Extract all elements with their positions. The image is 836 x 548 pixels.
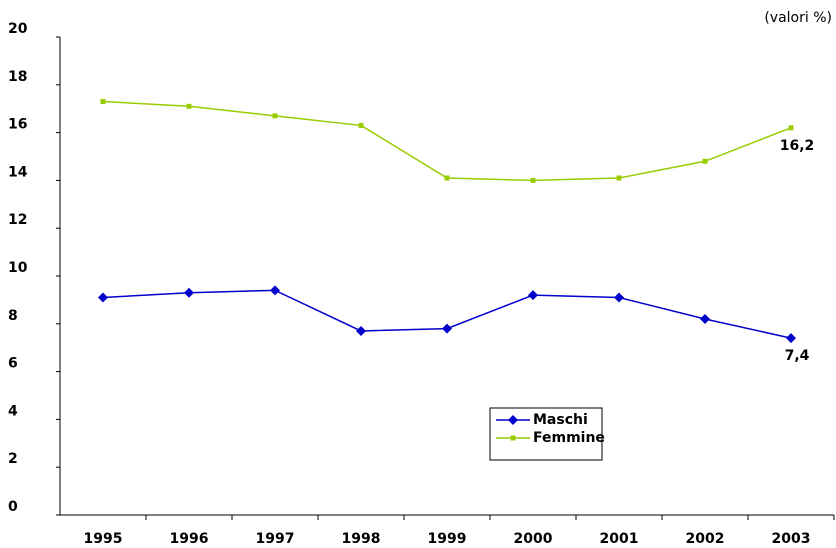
x-tick-label: 2001 xyxy=(600,531,639,547)
y-tick-label: 16 xyxy=(8,117,27,133)
x-tick-label: 2002 xyxy=(686,531,725,547)
x-tick-label: 1995 xyxy=(84,531,123,547)
y-tick-label: 14 xyxy=(8,164,28,180)
point xyxy=(442,323,452,334)
point xyxy=(98,292,108,303)
point xyxy=(358,122,364,128)
point xyxy=(270,285,280,296)
point xyxy=(614,292,624,303)
point xyxy=(700,314,710,325)
y-tick-label: 0 xyxy=(8,499,18,515)
value-label: 7,4 xyxy=(785,348,810,364)
point xyxy=(530,177,536,183)
point xyxy=(510,435,516,441)
point xyxy=(528,290,538,301)
x-tick-label: 2003 xyxy=(772,531,811,547)
y-tick-label: 8 xyxy=(8,308,18,324)
point xyxy=(186,103,192,109)
unit-label: (valori %) xyxy=(764,10,832,26)
y-tick-label: 10 xyxy=(8,260,28,276)
y-tick-label: 4 xyxy=(8,403,18,419)
point xyxy=(786,333,796,344)
y-tick-label: 6 xyxy=(8,356,18,372)
y-tick-label: 20 xyxy=(8,21,28,37)
point xyxy=(788,125,794,131)
x-tick-label: 1999 xyxy=(428,531,467,547)
point xyxy=(508,415,518,425)
point xyxy=(184,287,194,298)
point xyxy=(702,158,708,164)
point xyxy=(356,325,366,336)
series-line xyxy=(102,100,792,182)
legend-label: Femmine xyxy=(533,430,605,446)
x-tick-label: 1996 xyxy=(170,531,209,547)
x-tick-label: 1998 xyxy=(342,531,381,547)
y-tick-label: 18 xyxy=(8,69,27,85)
y-tick-label: 12 xyxy=(8,212,27,228)
point xyxy=(272,113,278,119)
x-tick-label: 2000 xyxy=(514,531,553,547)
legend xyxy=(489,407,603,461)
x-tick-label: 1997 xyxy=(256,531,295,547)
point xyxy=(100,99,106,105)
legend-label: Maschi xyxy=(533,412,588,428)
y-tick-label: 2 xyxy=(8,451,18,467)
value-label: 16,2 xyxy=(780,138,815,154)
point xyxy=(444,175,450,181)
point xyxy=(616,175,622,181)
